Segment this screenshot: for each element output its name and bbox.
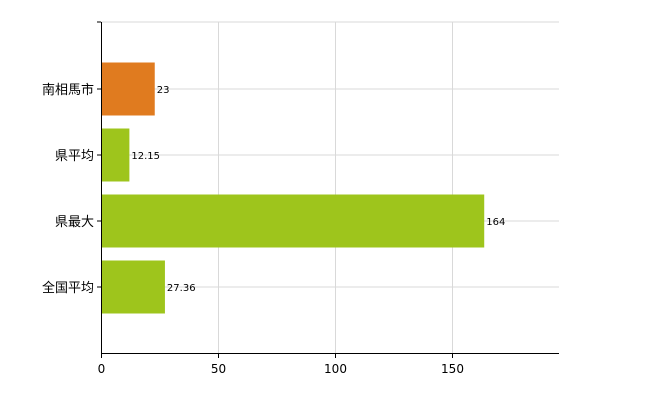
category-label: 全国平均 [42,280,94,296]
x-tick-label: 0 [98,362,106,376]
axes [97,21,559,358]
bar-1 [101,128,130,182]
labels: 23 南相馬市 12.15 県平均 164 県最大 27.36 全国平均 0 50 100 150 [42,82,505,376]
bar-value-label: 164 [486,217,505,228]
category-label: 県最大 [55,215,94,230]
x-tick-label: 50 [211,362,226,376]
bar-value-label: 23 [157,85,170,96]
bar-2 [101,194,485,248]
bars [101,62,485,314]
bar-value-label: 27.36 [167,283,196,294]
bar-value-label: 12.15 [131,151,160,162]
x-tick-label: 100 [324,362,347,376]
category-label: 県平均 [55,149,94,164]
grid-lines [101,21,559,353]
bar-0 [101,62,155,116]
x-tick-label: 150 [441,362,464,376]
category-label: 南相馬市 [42,82,94,98]
bar-3 [101,260,165,314]
